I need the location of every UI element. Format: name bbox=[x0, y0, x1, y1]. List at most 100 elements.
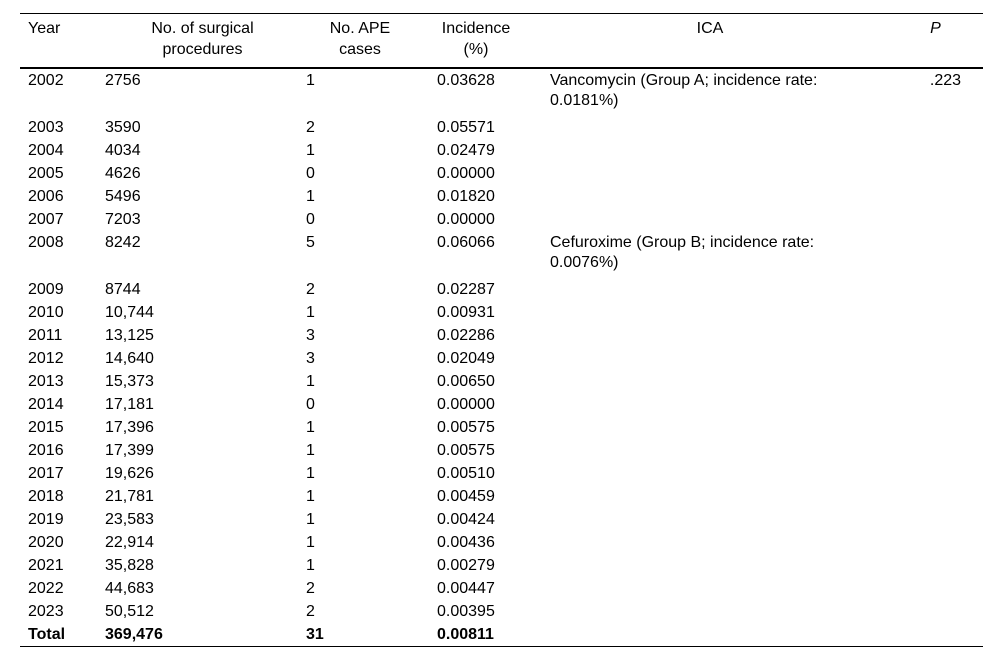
incidence-table: Year No. of surgical procedures No. APE … bbox=[20, 13, 983, 647]
cell-procedures: 3590 bbox=[105, 119, 141, 136]
cell-ape: 1 bbox=[306, 511, 315, 528]
header-ape-cases-label: No. APE bbox=[329, 20, 391, 37]
cell-ica bbox=[532, 531, 888, 554]
cell-p bbox=[888, 485, 983, 508]
cell-year: 2021 bbox=[28, 557, 64, 574]
cell-ape: 1 bbox=[306, 557, 315, 574]
cell-procedures: 17,181 bbox=[105, 396, 154, 413]
cell-ica bbox=[532, 162, 888, 185]
cell-year: 2019 bbox=[28, 511, 64, 528]
cell-incidence: 0.00000 bbox=[437, 211, 495, 228]
cell-p bbox=[888, 208, 983, 231]
cell-ape: 2 bbox=[306, 603, 315, 620]
cell-p bbox=[888, 508, 983, 531]
cell-p bbox=[888, 600, 983, 623]
cell-year: 2023 bbox=[28, 603, 64, 620]
cell-incidence: 0.01820 bbox=[437, 188, 495, 205]
table-row: 2022 44,683 2 0.00447 bbox=[20, 577, 983, 600]
cell-ape: 1 bbox=[306, 188, 315, 205]
cell-p bbox=[888, 393, 983, 416]
cell-ica bbox=[532, 416, 888, 439]
cell-year: 2015 bbox=[28, 419, 64, 436]
table-row: 2013 15,373 1 0.00650 bbox=[20, 370, 983, 393]
table-row: 2008 8242 5 0.06066 Cefuroxime (Group B; inc… bbox=[20, 231, 983, 278]
header-ape-cases: No. APE cases bbox=[300, 13, 420, 69]
cell-year: 2010 bbox=[28, 304, 64, 321]
cell-year: 2020 bbox=[28, 534, 64, 551]
cell-ica bbox=[532, 185, 888, 208]
cell-ica bbox=[532, 439, 888, 462]
table-row: 2005 4626 0 0.00000 bbox=[20, 162, 983, 185]
header-ica: ICA bbox=[532, 13, 888, 69]
cell-incidence: 0.00279 bbox=[437, 557, 495, 574]
cell-ape: 0 bbox=[306, 165, 315, 182]
cell-ica bbox=[532, 370, 888, 393]
cell-ica bbox=[532, 324, 888, 347]
header-surgical-procedures-label: No. of surgical bbox=[151, 20, 254, 37]
header-p-value: P bbox=[888, 13, 983, 69]
table-row: 2003 3590 2 0.05571 bbox=[20, 116, 983, 139]
cell-procedures: 44,683 bbox=[105, 580, 154, 597]
table-row: 2015 17,396 1 0.00575 bbox=[20, 416, 983, 439]
cell-incidence: 0.06066 bbox=[437, 234, 495, 251]
cell-year: 2018 bbox=[28, 488, 64, 505]
header-incidence-label: Incidence bbox=[441, 20, 511, 37]
cell-p bbox=[888, 162, 983, 185]
table-row: 2006 5496 1 0.01820 bbox=[20, 185, 983, 208]
cell-ica bbox=[532, 600, 888, 623]
cell-incidence: 0.02479 bbox=[437, 142, 495, 159]
cell-ape: 0 bbox=[306, 211, 315, 228]
cell-incidence: 0.00424 bbox=[437, 511, 495, 528]
cell-ape: 1 bbox=[306, 72, 315, 89]
cell-procedures: 7203 bbox=[105, 211, 141, 228]
cell-p bbox=[888, 531, 983, 554]
header-year-label: Year bbox=[28, 20, 61, 37]
cell-ica bbox=[532, 278, 888, 301]
document-page: Year No. of surgical procedures No. APE … bbox=[20, 13, 983, 647]
cell-p bbox=[888, 577, 983, 600]
cell-procedures: 2756 bbox=[105, 72, 141, 89]
cell-incidence: 0.00811 bbox=[437, 626, 494, 643]
cell-year: 2016 bbox=[28, 442, 64, 459]
cell-procedures: 10,744 bbox=[105, 304, 154, 321]
cell-ape: 1 bbox=[306, 373, 315, 390]
cell-year: 2022 bbox=[28, 580, 64, 597]
cell-ape: 2 bbox=[306, 119, 315, 136]
cell-year: Total bbox=[28, 626, 66, 643]
cell-incidence: 0.03628 bbox=[437, 72, 495, 89]
cell-ape: 2 bbox=[306, 580, 315, 597]
cell-ape: 1 bbox=[306, 442, 315, 459]
cell-p bbox=[888, 347, 983, 370]
table-body: 2 0 0 2 2756 1 0.03628 Vancomycin (Group A; inc… bbox=[20, 68, 983, 647]
cell-incidence: 0.00650 bbox=[437, 373, 495, 390]
cell-procedures: 369,476 bbox=[105, 626, 163, 643]
cell-procedures: 8242 bbox=[105, 234, 141, 251]
cell-procedures: 23,583 bbox=[105, 511, 154, 528]
cell-ica bbox=[532, 301, 888, 324]
header-ica-label: ICA bbox=[696, 20, 724, 37]
cell-ape: 5 bbox=[306, 234, 315, 251]
cell-ica bbox=[532, 208, 888, 231]
cell-ape: 3 bbox=[306, 327, 315, 344]
cell-incidence: 0.00000 bbox=[437, 396, 495, 413]
cell-procedures: 4034 bbox=[105, 142, 141, 159]
cell-procedures: 17,399 bbox=[105, 442, 154, 459]
table-row: 2014 17,181 0 0.00000 bbox=[20, 393, 983, 416]
cell-procedures: 50,512 bbox=[105, 603, 154, 620]
cell-year: 2009 bbox=[28, 281, 64, 298]
table-row: 2021 35,828 1 0.00279 bbox=[20, 554, 983, 577]
cell-year: 2014 bbox=[28, 396, 64, 413]
cell-ape: 1 bbox=[306, 419, 315, 436]
table-row: 2004 4034 1 0.02479 bbox=[20, 139, 983, 162]
cell-year: 2006 bbox=[28, 188, 64, 205]
table-row: 2023 50,512 2 0.00395 bbox=[20, 600, 983, 623]
cell-p bbox=[888, 324, 983, 347]
cell-ica: Vancomycin (Group A; incidence rate: 0.0… bbox=[532, 68, 888, 116]
cell-incidence: 0.00436 bbox=[437, 534, 495, 551]
cell-incidence: 0.00447 bbox=[437, 580, 495, 597]
cell-p: .223 bbox=[929, 72, 962, 89]
table-row: 2010 10,744 1 0.00931 bbox=[20, 301, 983, 324]
cell-year: 2008 bbox=[28, 234, 64, 251]
cell-p bbox=[888, 439, 983, 462]
cell-ica bbox=[532, 462, 888, 485]
